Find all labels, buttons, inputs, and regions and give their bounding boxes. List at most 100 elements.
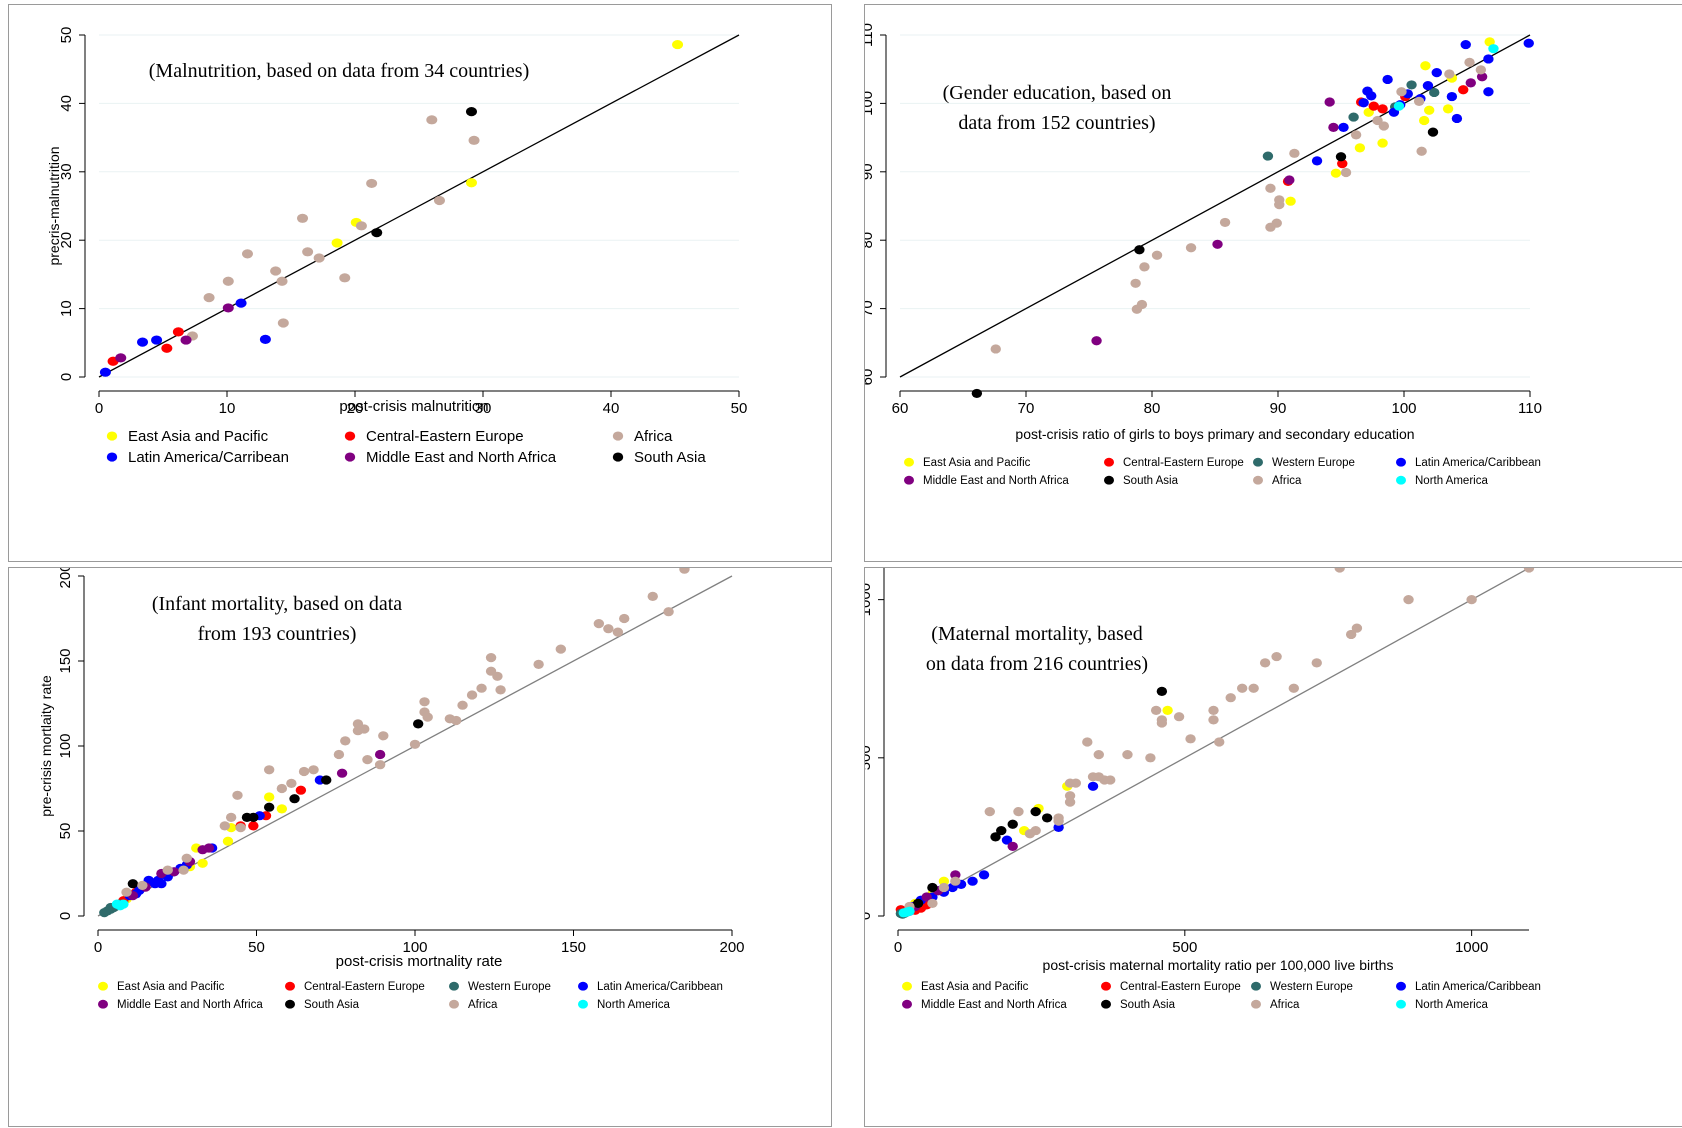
scatter-point [161,343,173,353]
scatter-point [1422,81,1434,91]
chart-annotation: (Gender education, based on [943,82,1172,104]
scatter-point [1208,705,1219,715]
scatter-point [277,318,289,328]
chart-svg: 0 500 1000 0 500 1000 post-crisis maternal mor… [865,568,1541,1011]
scatter-point [1087,772,1099,782]
scatter-point [1466,595,1477,605]
scatter-point [1070,778,1082,788]
legend-label: Middle East and North Africa [117,999,263,1011]
scatter-point [1351,623,1363,633]
scatter-point [1488,44,1499,54]
scatter-point [967,876,978,886]
scatter-point [672,39,684,50]
legend-marker [106,431,118,441]
legend-marker [1251,981,1261,991]
legend-label: Central-Eastern Europe [366,428,524,445]
scatter-point [1338,122,1349,132]
scatter-point [1420,61,1431,71]
scatter-point [333,749,345,760]
y-tick-label: 30 [58,163,75,180]
y-tick-label: 40 [58,95,75,112]
scatter-point [114,901,126,911]
scatter-point [419,697,430,707]
x-tick-label: 0 [94,939,102,956]
scatter-point [1130,278,1141,288]
y-tick-label: 0 [865,912,874,920]
scatter-point [466,690,478,700]
scatter-point [137,337,149,347]
scatter-point [1393,101,1405,111]
chart-annotation: data from 152 countries) [958,112,1155,134]
scatter-point [276,783,288,794]
scatter-point [1354,143,1366,153]
x-tick-label: 60 [892,400,909,417]
legend-marker [285,981,295,991]
x-tick-label: 10 [219,400,236,417]
legend-marker [449,999,459,1009]
x-axis-label: post-crisis ratio of girls to boys prima… [1015,426,1414,442]
scatter-point [1030,807,1041,817]
x-axis-label: post-crisis maternal mortality ratio per… [1043,957,1394,973]
scatter-point [263,792,275,802]
scatter-point [99,367,111,377]
scatter-point [1368,101,1379,111]
scatter-point [1446,91,1458,102]
y-tick-label: 90 [865,163,876,180]
legend-marker [904,475,914,485]
scatter-point [990,344,1001,354]
y-tick-label: 20 [58,232,75,249]
scatter-point [1335,152,1347,162]
scatter-point [374,760,386,770]
scatter-point [1451,113,1463,124]
scatter-point [197,858,208,868]
scatter-point [1382,74,1393,85]
scatter-point [1001,835,1013,845]
scatter-point [1093,750,1104,760]
scatter-point [270,266,282,276]
scatter-point [1064,791,1076,801]
scatter-point [1105,775,1116,785]
legend-label: Africa [1270,999,1300,1011]
scatter-point [232,790,243,800]
scatter-point [1150,705,1162,715]
scatter-point [1460,39,1471,50]
chart-gender-education: 60 70 80 90 100 110 60 70 80 90 100 110 post-crisis … [864,4,1682,562]
x-tick-label: 90 [1270,400,1287,417]
scatter-point [1053,816,1064,826]
scatter-point [433,195,445,206]
y-tick-label: 1000 [865,583,874,616]
scatter-point [115,353,127,363]
scatter-point [1173,712,1185,722]
scatter-point [1377,138,1388,148]
legend-label: South Asia [634,449,706,466]
scatter-point [197,845,208,855]
legend-marker [1396,457,1406,467]
scatter-point [248,821,259,831]
scatter-point [1139,262,1150,272]
scatter-point [912,898,924,908]
scatter-point [612,627,624,637]
x-tick-label: 150 [561,939,586,956]
legend-marker [1104,457,1114,467]
scatter-point [603,624,614,634]
diagonal-reference-line [897,568,1530,917]
scatter-point [137,880,148,890]
scatter-point [938,876,950,886]
diagonal-reference-line [899,34,1531,378]
y-tick-label: 100 [865,91,876,116]
scatter-point [1265,183,1276,193]
legend-marker [902,999,912,1009]
scatter-point [938,882,950,893]
scatter-point [663,607,674,617]
y-tick-label: 80 [865,232,876,249]
scatter-point [331,238,343,248]
legend-marker [1251,999,1261,1009]
scatter-point [1156,686,1168,696]
scatter-point [1523,568,1535,573]
legend-label: North America [597,999,670,1011]
chart-infant-mortality: 0 50 100 150 200 0 50 100 150 200 post-crisis mort… [8,567,832,1127]
legend-label: Latin America/Caribbean [597,981,723,993]
scatter-point [366,178,378,189]
scatter-point [127,879,139,889]
scatter-point [971,388,983,399]
